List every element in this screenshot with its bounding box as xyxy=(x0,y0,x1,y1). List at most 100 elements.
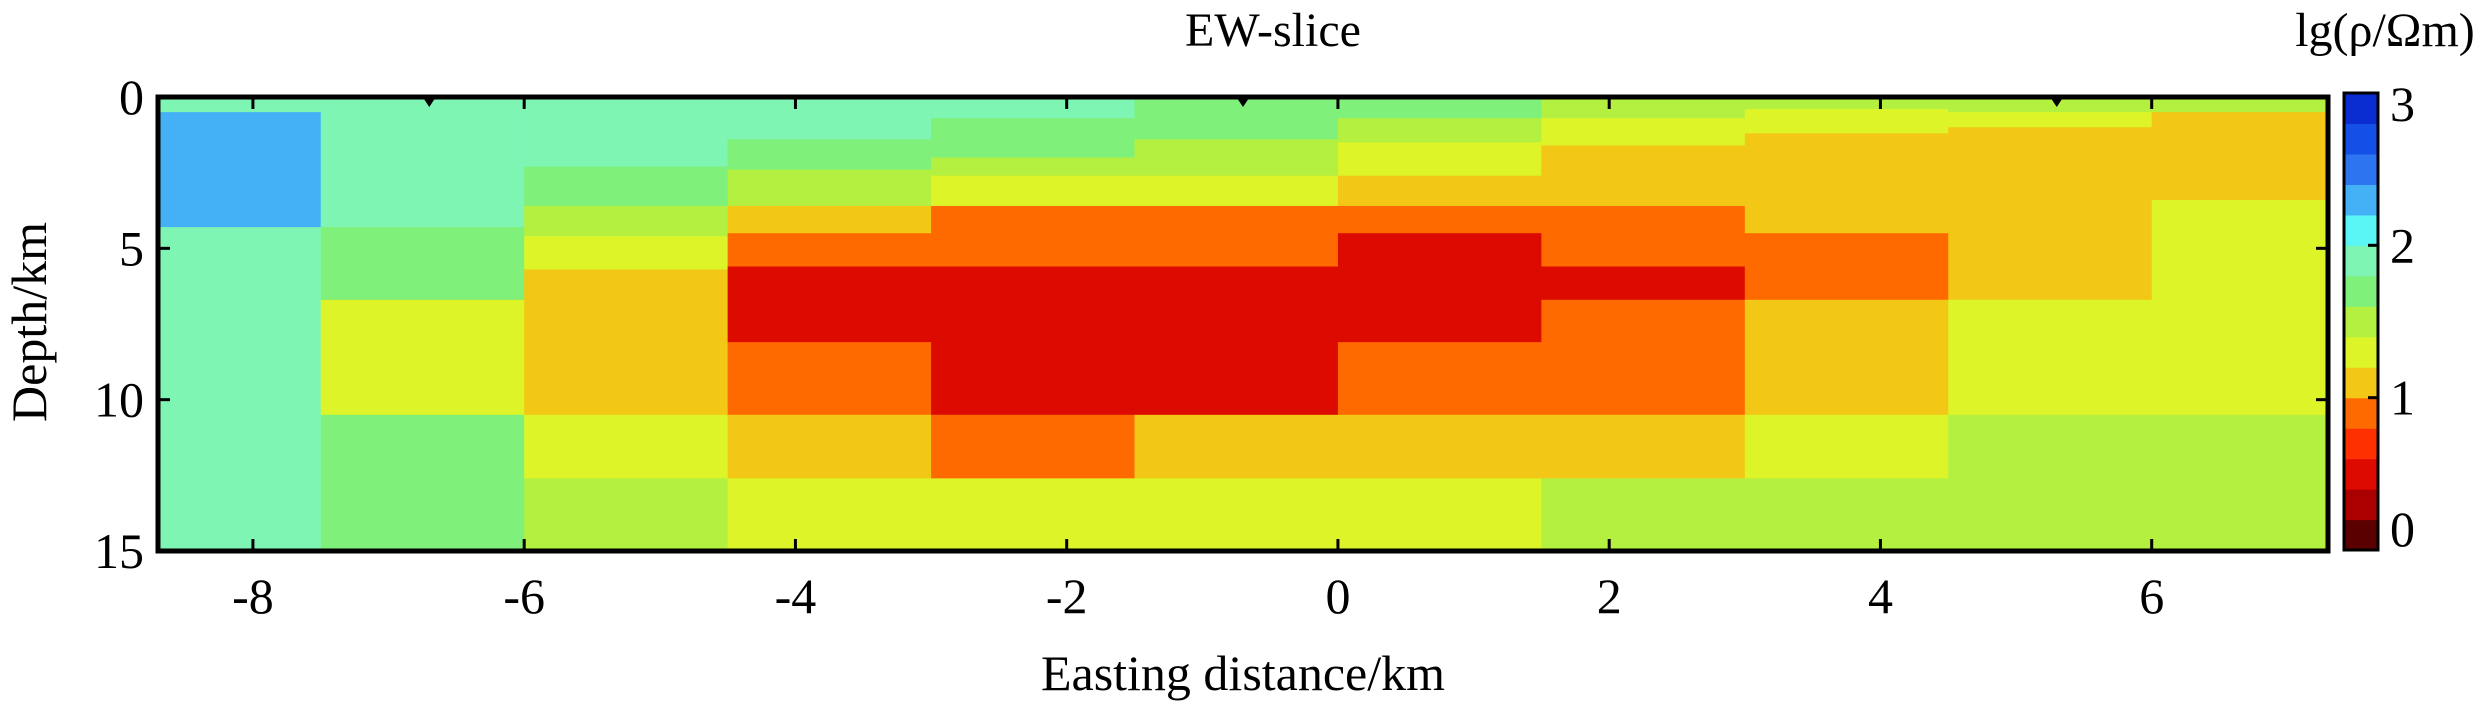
heatmap-cell xyxy=(727,169,932,207)
heatmap-cell xyxy=(1337,175,1542,207)
x-tick-label: 2 xyxy=(1597,568,1622,624)
colorbar-segment xyxy=(2344,245,2378,277)
x-tick-label: 0 xyxy=(1325,568,1350,624)
heatmap-cell xyxy=(727,266,932,343)
x-axis-ticks: -8 -6 -4 -2 0 2 4 6 xyxy=(232,97,2164,624)
heatmap-cell xyxy=(2151,97,2329,113)
x-tick-label: -2 xyxy=(1046,568,1088,624)
y-tick-label: 10 xyxy=(94,372,144,428)
heatmap-cell xyxy=(320,227,525,301)
colorbar xyxy=(2344,93,2378,551)
x-tick-label: 4 xyxy=(1868,568,1893,624)
heatmap-cell xyxy=(320,97,525,228)
colorbar-frame xyxy=(2342,91,2380,552)
heatmap-cell xyxy=(320,414,525,552)
heatmap-cell xyxy=(1744,414,1949,479)
y-tick-label: 5 xyxy=(119,220,144,276)
colorbar-segment xyxy=(2344,153,2378,185)
colorbar-tick-label: 2 xyxy=(2390,217,2415,273)
heatmap-cell xyxy=(1337,414,1542,479)
heatmap-cell xyxy=(524,166,729,207)
heatmap-cell xyxy=(1337,342,1542,416)
heatmap-cell xyxy=(1744,109,1949,134)
heatmap-cell xyxy=(1337,142,1542,177)
heatmap-cell xyxy=(1134,139,1339,177)
heatmap-cell xyxy=(2151,199,2329,416)
heatmap-cell xyxy=(1541,118,1746,147)
heatmap-cell xyxy=(727,205,932,234)
x-tick-label: -6 xyxy=(503,568,545,624)
heatmap-cell xyxy=(931,157,1136,177)
heatmap-cell xyxy=(1134,478,1339,552)
colorbar-tick-label: 1 xyxy=(2390,370,2415,426)
colorbar-ticks: 0 1 2 3 xyxy=(2368,76,2415,557)
heatmap-cell xyxy=(931,97,1136,119)
y-tick-label: 0 xyxy=(119,69,144,125)
heatmap-cell xyxy=(1134,266,1339,343)
heatmap-cell xyxy=(727,478,932,552)
heatmap-cell xyxy=(524,205,729,237)
heatmap-cell xyxy=(931,342,1136,416)
colorbar-segment xyxy=(2344,214,2378,246)
colorbar-segment xyxy=(2344,519,2378,551)
heatmap-cell xyxy=(1744,299,1949,416)
heatmap-cell xyxy=(1744,97,1949,110)
heatmap-cell xyxy=(2151,414,2329,552)
heatmap-cell xyxy=(1134,342,1339,416)
colorbar-tick-label: 0 xyxy=(2390,501,2415,557)
heatmap-cell xyxy=(524,478,729,552)
heatmap-cell xyxy=(727,233,932,268)
heatmap-cell xyxy=(727,97,932,140)
heatmap-cell xyxy=(1134,205,1339,268)
heatmap-cell xyxy=(320,299,525,416)
y-tick-label: 15 xyxy=(94,523,144,579)
chart-title: EW-slice xyxy=(1185,4,1361,57)
heatmap-cell xyxy=(1541,478,1746,552)
colorbar-label: lg(ρ/Ωm) xyxy=(2295,4,2475,57)
colorbar-segment xyxy=(2344,336,2378,368)
heatmap-cell xyxy=(1337,97,1542,119)
colorbar-segment xyxy=(2344,367,2378,399)
heatmap-cell xyxy=(1134,175,1339,207)
heatmap-cell xyxy=(1134,97,1339,140)
heatmap-cell xyxy=(158,227,322,552)
heatmap-cell xyxy=(158,112,322,228)
x-axis-label: Easting distance/km xyxy=(1041,645,1445,701)
heatmap-cell xyxy=(931,478,1136,552)
colorbar-segment xyxy=(2344,458,2378,490)
colorbar-segment xyxy=(2344,428,2378,460)
heatmap-cell xyxy=(1337,205,1542,234)
heatmap-cell xyxy=(524,414,729,479)
heatmap-cell xyxy=(1744,233,1949,301)
y-axis-ticks: 0 5 10 15 xyxy=(94,69,2328,579)
heatmap-cell xyxy=(1541,205,1746,268)
heatmap-cell xyxy=(1744,478,1949,552)
heatmap-cell xyxy=(524,97,729,168)
heatmap-cell xyxy=(1541,266,1746,301)
colorbar-segment xyxy=(2344,397,2378,429)
colorbar-segment xyxy=(2344,93,2378,125)
heatmap-cell xyxy=(1948,97,2153,113)
heatmap-cell xyxy=(727,342,932,416)
heatmap-cell xyxy=(1337,233,1542,343)
heatmap-cell xyxy=(524,269,729,416)
heatmap-cell xyxy=(158,97,322,113)
heatmap-cell xyxy=(727,139,932,171)
heatmap-cell xyxy=(931,175,1136,207)
colorbar-segment xyxy=(2344,489,2378,521)
plot-frame xyxy=(155,94,2331,554)
heatmap-cell xyxy=(524,236,729,271)
heatmap-cell xyxy=(1541,414,1746,479)
heatmap-cells xyxy=(158,97,2329,552)
colorbar-segment xyxy=(2344,123,2378,155)
heatmap-cell xyxy=(1337,478,1542,552)
heatmap-cell xyxy=(1948,299,2153,416)
heatmap-cell xyxy=(2151,112,2329,201)
colorbar-segment xyxy=(2344,184,2378,216)
heatmap-cell xyxy=(931,118,1136,159)
x-tick-label: -8 xyxy=(232,568,274,624)
heatmap-cell xyxy=(1337,118,1542,143)
x-tick-label: -4 xyxy=(775,568,817,624)
heatmap-cell xyxy=(931,414,1136,479)
